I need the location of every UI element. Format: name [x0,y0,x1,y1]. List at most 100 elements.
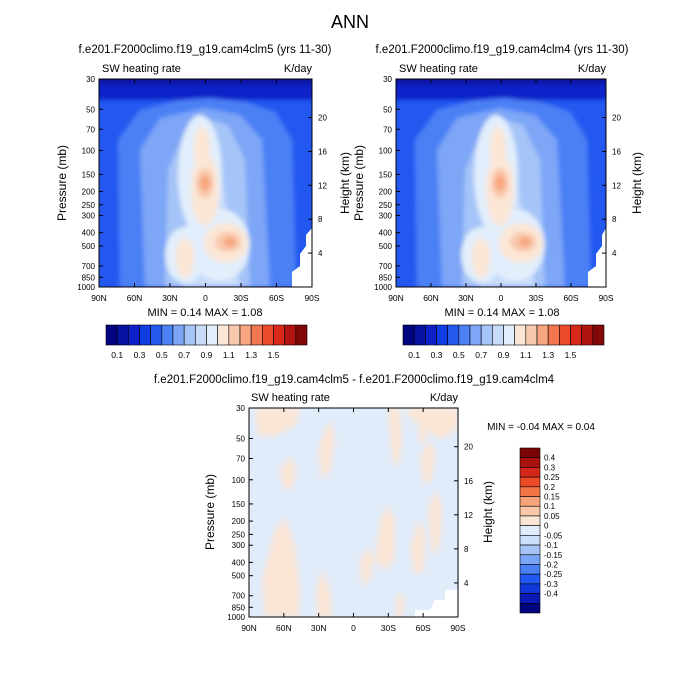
y-tick-label: 850 [379,273,393,282]
colorbar-swatch [402,324,415,346]
colorbar-label: 0.5 [156,350,168,360]
y-right-tick-label: 12 [318,181,327,190]
colorbar-swatch [519,573,541,585]
colorbar-swatch [570,324,582,346]
colorbar-swatch [536,324,549,346]
panel-b-field [396,79,606,287]
colorbar-label: 0.9 [498,350,510,360]
x-tick-label: 0 [203,293,208,303]
panel-c-ylabel-right: Height (km) [481,481,495,543]
colorbar-swatch [295,324,308,346]
colorbar-label: 0.25 [544,473,560,482]
colorbar-swatch [519,447,541,459]
x-tick-label: 90S [450,623,465,633]
y-right-tick-label: 8 [318,215,323,224]
panel-a: f.e201.F2000climo.f19_g19.cam4clm5 (yrs … [55,44,352,360]
panel-c-subtitle-left: SW heating rate [251,392,330,404]
panel-c-subtitle-right: K/day [430,392,459,404]
y-right-tick-label: 4 [464,579,469,588]
colorbar-swatch [519,486,541,497]
colorbar-label: 0.15 [544,493,560,502]
colorbar-swatch [425,324,437,346]
colorbar-swatch [519,593,541,604]
x-tick-label: 60N [127,293,143,303]
colorbar-swatch [519,602,541,614]
colorbar-label: 0 [544,522,549,531]
x-tick-label: 0 [351,623,356,633]
colorbar-swatch [492,324,504,346]
colorbar-swatch [150,324,163,346]
y-right-tick-label: 12 [612,181,621,190]
colorbar-swatch [519,583,541,594]
panel-c-field [249,408,458,617]
colorbar-swatch [195,324,207,346]
x-tick-label: 60N [423,293,439,303]
panel-b-subtitle-left: SW heating rate [399,63,478,75]
colorbar-label: -0.2 [544,560,558,569]
x-tick-label: 60S [269,293,284,303]
x-tick-label: 90N [241,623,257,633]
x-tick-label: 30N [458,293,474,303]
y-tick-label: 100 [379,146,393,155]
y-tick-label: 150 [379,170,393,179]
colorbar-label: -0.25 [544,570,563,579]
y-right-tick-label: 8 [612,215,617,224]
x-tick-label: 90N [91,293,107,303]
y-tick-label: 30 [236,404,245,413]
y-tick-label: 300 [232,541,246,550]
y-tick-label: 200 [82,188,96,197]
x-tick-label: 30N [311,623,327,633]
colorbar-swatch [273,324,285,346]
colorbar-label: 0.5 [453,350,465,360]
colorbar-label: -0.05 [544,531,563,540]
colorbar-swatch [206,324,218,346]
colorbar-swatch [592,324,605,346]
y-right-tick-label: 8 [464,545,469,554]
colorbar-label: 0.9 [201,350,213,360]
colorbar-label: 0.1 [111,350,123,360]
y-tick-label: 300 [82,212,96,221]
colorbar-label: 0.3 [544,463,556,472]
y-tick-label: 1000 [374,283,392,292]
x-tick-label: 0 [499,293,504,303]
y-right-tick-label: 16 [464,477,473,486]
colorbar-swatch [519,544,541,556]
x-tick-label: 30S [233,293,248,303]
colorbar-label: 0.05 [544,512,560,521]
panel-a-subtitle-left: SW heating rate [102,63,181,75]
panel-c-ylabel: Pressure (mb) [203,474,217,550]
panel-c-stats: MIN = -0.04 MAX = 0.04 [487,422,595,433]
colorbar-label: 0.3 [134,350,146,360]
y-tick-label: 700 [82,262,96,271]
y-tick-label: 500 [232,572,246,581]
y-tick-label: 850 [232,603,246,612]
y-tick-label: 100 [232,476,246,485]
y-tick-label: 500 [82,242,96,251]
panel-a-field [99,79,312,287]
y-tick-label: 70 [86,125,95,134]
y-tick-label: 70 [383,125,392,134]
colorbar-swatch [559,324,571,346]
y-tick-label: 400 [379,229,393,238]
y-right-tick-label: 16 [318,147,327,156]
colorbar-label: -0.3 [544,580,558,589]
colorbar-swatch [525,324,538,346]
colorbar-swatch [519,467,541,478]
panel-a-stats: MIN = 0.14 MAX = 1.08 [148,307,263,319]
colorbar-swatch [581,324,594,346]
panel-b-ylabel-right: Height (km) [630,152,644,214]
colorbar-label: 1.5 [565,350,577,360]
colorbar-swatch [284,324,297,346]
panel-a-ylabel: Pressure (mb) [55,145,69,221]
panel-a-ylabel-right: Height (km) [338,152,352,214]
colorbar-label: 0.4 [544,454,556,463]
panel-b: f.e201.F2000climo.f19_g19.cam4clm4 (yrs … [352,44,644,360]
colorbar-label: -0.15 [544,551,563,560]
colorbar-label: 0.3 [431,350,443,360]
colorbar-label: 0.7 [178,350,190,360]
colorbar-label: 0.2 [544,483,556,492]
y-tick-label: 400 [232,558,246,567]
colorbar-swatch [239,324,252,346]
panel-b-ylabel: Pressure (mb) [352,145,366,221]
y-right-tick-label: 12 [464,511,473,520]
